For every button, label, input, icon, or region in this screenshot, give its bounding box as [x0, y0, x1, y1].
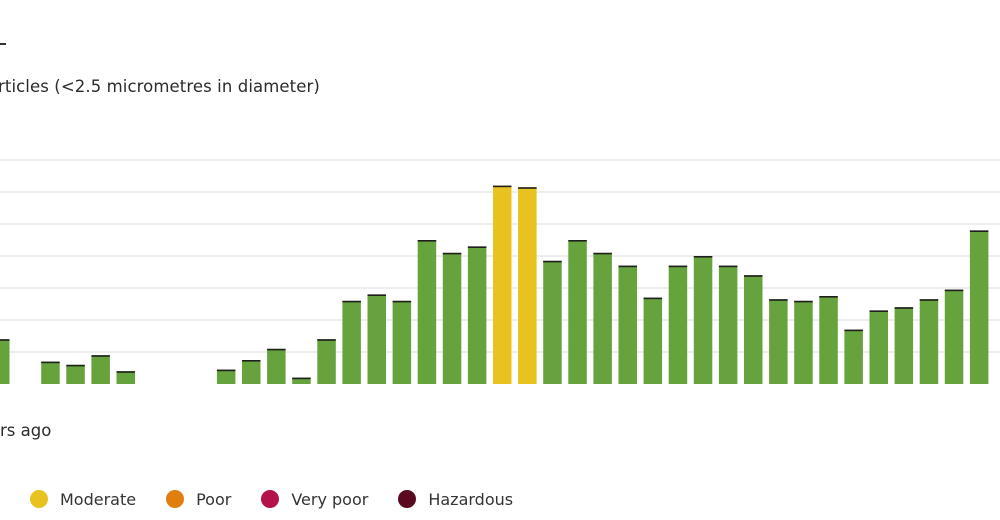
bar-top-23 — [543, 260, 562, 263]
bar-11[interactable] — [242, 360, 261, 384]
bar-25[interactable] — [593, 252, 612, 384]
legend-label-hazardous: Hazardous — [428, 489, 514, 509]
legend-item-moderate[interactable]: Moderate — [30, 490, 136, 509]
bar-6[interactable] — [116, 371, 136, 384]
bar-3[interactable] — [41, 361, 60, 384]
bar-top-30 — [718, 265, 738, 268]
legend-label-moderate: Moderate — [60, 489, 137, 509]
bar-10[interactable] — [216, 369, 236, 384]
bar-top-32 — [769, 299, 788, 301]
bar-top-4 — [66, 364, 85, 367]
bar-top-13 — [292, 377, 311, 380]
bar-top-15 — [342, 300, 361, 303]
bar-5[interactable] — [91, 355, 110, 384]
bar-top-10 — [216, 369, 236, 372]
bar-top-1 — [0, 339, 10, 341]
legend-item-hazardous[interactable]: Hazardous — [398, 490, 513, 509]
bar-top-18 — [417, 240, 437, 242]
legend-label-very-poor: Very poor — [291, 489, 369, 509]
bar-14[interactable] — [317, 339, 336, 384]
bar-32[interactable] — [769, 299, 788, 384]
bar-39[interactable] — [944, 289, 964, 384]
bar-27[interactable] — [643, 297, 663, 384]
bar-top-21 — [493, 185, 512, 188]
bar-34[interactable] — [819, 296, 838, 384]
bar-23[interactable] — [543, 260, 562, 384]
bar-top-31 — [744, 275, 763, 277]
bar-top-11 — [242, 360, 261, 362]
legend-item-very-poor[interactable]: Very poor — [261, 490, 368, 509]
bar-top-20 — [467, 246, 487, 248]
legend-label-poor: Poor — [196, 489, 232, 509]
bar-18[interactable] — [417, 240, 437, 384]
bar-26[interactable] — [618, 265, 638, 384]
bar-20[interactable] — [467, 246, 487, 384]
bar-top-24 — [568, 240, 587, 242]
bar-top-6 — [116, 371, 135, 373]
bar-top-27 — [643, 297, 663, 300]
bar-top-33 — [794, 300, 813, 303]
bar-1[interactable] — [0, 339, 10, 384]
bar-top-40 — [969, 230, 989, 232]
x-axis-label: rs ago — [0, 421, 52, 440]
legend-dot-very-poor — [261, 490, 280, 508]
bar-35[interactable] — [844, 329, 863, 384]
bar-top-5 — [91, 355, 110, 357]
legend: Moderate Poor Very poor Hazardous — [0, 487, 543, 511]
bar-29[interactable] — [693, 256, 713, 384]
bar-16[interactable] — [367, 294, 387, 384]
bar-30[interactable] — [718, 265, 738, 384]
bar-19[interactable] — [442, 252, 462, 384]
bar-top-19 — [442, 252, 462, 255]
bar-top-14 — [317, 339, 336, 341]
bar-top-39 — [944, 289, 964, 292]
bar-top-16 — [367, 294, 386, 296]
bar-top-38 — [919, 299, 939, 301]
bar-12[interactable] — [267, 348, 286, 384]
bar-40[interactable] — [969, 230, 989, 384]
bar-33[interactable] — [794, 300, 813, 384]
bar-top-36 — [869, 310, 888, 312]
header-dash — [0, 43, 6, 45]
bar-21[interactable] — [493, 185, 512, 384]
bar-36[interactable] — [869, 310, 889, 384]
bar-top-12 — [267, 348, 286, 351]
bar-top-17 — [392, 300, 412, 303]
bar-4[interactable] — [66, 364, 85, 384]
chart-bars — [0, 185, 989, 384]
bar-22[interactable] — [518, 187, 537, 384]
bar-top-35 — [844, 329, 863, 332]
bar-top-28 — [668, 265, 688, 268]
bar-top-22 — [518, 187, 537, 189]
bar-top-37 — [894, 307, 914, 309]
legend-dot-moderate — [30, 490, 48, 508]
bar-17[interactable] — [392, 300, 412, 384]
bar-top-25 — [593, 252, 612, 255]
bar-31[interactable] — [744, 275, 763, 384]
bar-24[interactable] — [568, 240, 587, 384]
pm25-bar-chart — [0, 159, 1000, 384]
bar-13[interactable] — [292, 377, 311, 384]
bar-15[interactable] — [342, 300, 361, 384]
bar-38[interactable] — [919, 299, 939, 384]
bar-28[interactable] — [668, 265, 688, 384]
bar-37[interactable] — [894, 307, 914, 384]
legend-item-poor[interactable]: Poor — [166, 490, 231, 509]
legend-dot-hazardous — [398, 490, 417, 508]
chart-title: rticles (<2.5 micrometres in diameter) — [0, 77, 320, 96]
bar-top-29 — [693, 256, 713, 258]
bar-top-26 — [618, 265, 637, 268]
legend-dot-poor — [166, 490, 185, 508]
bar-top-3 — [41, 361, 60, 364]
bar-top-34 — [819, 296, 838, 298]
